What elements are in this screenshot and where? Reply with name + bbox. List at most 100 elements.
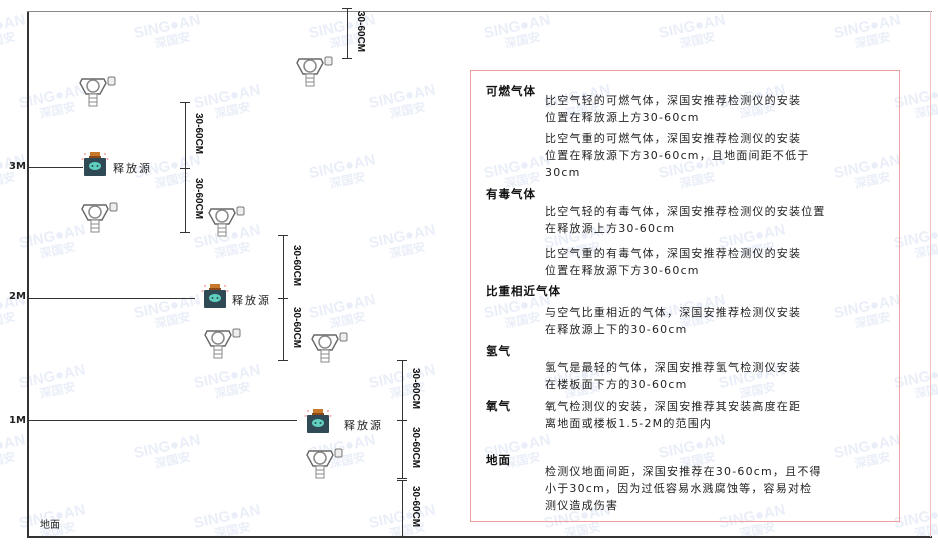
dimension-line (283, 235, 284, 298)
dimension-tick (342, 8, 352, 9)
gas-detector-icon (207, 204, 249, 242)
release-source-label: 释放源 (113, 162, 152, 175)
legend-line: 位置在释放源下方30-60cm (545, 264, 700, 277)
legend-section-title: 地面 (486, 453, 511, 467)
legend-section-title: 可燃气体 (486, 84, 536, 98)
level-1m-line (27, 420, 297, 421)
dimension-tick (180, 232, 190, 233)
dimension-line (283, 298, 284, 360)
dimension-tick (342, 58, 352, 59)
dimension-label: 30-60CM (193, 178, 204, 220)
legend-paragraph: 比空气轻的可燃气体，深国安推荐检测仪的安装 位置在释放源上方30-60cm (545, 92, 801, 126)
gas-detector-icon (80, 200, 122, 238)
level-3m-line (27, 167, 83, 168)
release-source-label: 释放源 (344, 419, 383, 432)
dimension-line (402, 480, 403, 536)
legend-paragraph: 比空气重的有毒气体，深国安推荐检测仪的安装 位置在释放源下方30-60cm (545, 245, 801, 279)
legend-section-title: 有毒气体 (486, 187, 536, 201)
legend-paragraph: 氢气是最轻的气体，深国安推荐氢气检测仪安装 在楼板面下方的30-60cm (545, 359, 801, 393)
dimension-label: 30-60CM (410, 368, 421, 410)
dimension-tick (278, 235, 288, 236)
legend-paragraph: 比空气轻的有毒气体，深国安推荐检测仪的安装位置 在释放源上方30-60cm (545, 203, 826, 237)
gas-detector-icon (305, 446, 347, 484)
dimension-label: 30-60CM (193, 113, 204, 155)
legend-section-title: 氢气 (486, 344, 511, 358)
legend-line: 检测仪地面间距，深国安推荐在30-60cm，且不得 (545, 465, 822, 478)
legend-line: 与空气比重相近的气体，深国安推荐检测仪安装 (545, 306, 802, 319)
dimension-line (185, 168, 186, 232)
dimension-tick (397, 478, 407, 479)
frame-floor (27, 536, 932, 538)
legend-line: 测仪造成伤害 (545, 499, 619, 512)
dimension-tick (180, 102, 190, 103)
legend-line: 在释放源上方30-60cm (545, 222, 676, 235)
legend-paragraph: 检测仪地面间距，深国安推荐在30-60cm，且不得 小于30cm，因为过低容易水溅… (545, 463, 822, 514)
gas-detector-icon (78, 74, 120, 112)
dimension-label: 30-60CM (410, 486, 421, 528)
dimension-label: 30-60CM (410, 427, 421, 469)
level-2m-line (27, 298, 195, 299)
frame-right-wall (930, 11, 931, 537)
dimension-tick (397, 480, 407, 481)
legend-line: 比空气重的可燃气体，深国安推荐检测仪的安装 (545, 132, 802, 145)
gas-detector-icon (295, 54, 337, 92)
legend-section-title: 比重相近气体 (486, 284, 561, 298)
level-1m-label: 1M (9, 415, 26, 426)
legend-paragraph: 与空气比重相近的气体，深国安推荐检测仪安装 在释放源上下的30-60cm (545, 304, 801, 338)
gas-detector-icon (310, 330, 352, 368)
dimension-tick (397, 536, 407, 537)
legend-line: 氢气是最轻的气体，深国安推荐氢气检测仪安装 (545, 361, 802, 374)
dimension-tick (180, 168, 190, 169)
legend-line: 30cm (545, 166, 581, 179)
legend-line: 在释放源上下的30-60cm (545, 323, 688, 336)
dimension-line (402, 360, 403, 420)
legend-paragraph: 比空气重的可燃气体，深国安推荐检测仪的安装 位置在释放源下方30-60cm，且地面… (545, 130, 810, 181)
release-source-icon (304, 408, 332, 438)
dimension-label: 30-60CM (291, 244, 302, 286)
release-source-icon (201, 283, 229, 313)
dimension-tick (278, 360, 288, 361)
legend-section-title: 氧气 (486, 399, 511, 413)
dimension-label: 30-60CM (355, 11, 366, 53)
dimension-line (402, 420, 403, 478)
legend-line: 比空气重的有毒气体，深国安推荐检测仪的安装 (545, 247, 802, 260)
release-source-icon (81, 151, 109, 181)
release-source-label: 释放源 (232, 294, 271, 307)
legend-line: 在楼板面下方的30-60cm (545, 378, 688, 391)
dimension-label: 30-60CM (291, 307, 302, 349)
dimension-tick (397, 360, 407, 361)
level-3m-label: 3M (9, 161, 26, 172)
dimension-line (347, 8, 348, 58)
legend-line: 氧气检测仪的安装，深国安推荐其安装高度在距 (545, 400, 802, 413)
dimension-tick (397, 420, 407, 421)
legend-box (470, 70, 900, 522)
frame-left-wall (27, 11, 29, 537)
legend-line: 比空气轻的可燃气体，深国安推荐检测仪的安装 (545, 94, 802, 107)
frame-ceiling (27, 11, 932, 12)
legend-line: 比空气轻的有毒气体，深国安推荐检测仪的安装位置 (545, 205, 826, 218)
legend-line: 小于30cm，因为过低容易水溅腐蚀等，容易对检 (545, 482, 813, 495)
legend-paragraph: 氧气检测仪的安装，深国安推荐其安装高度在距 离地面或楼板1.5-2M的范围内 (545, 398, 801, 432)
level-2m-label: 2M (9, 291, 26, 302)
ground-label: 地面 (40, 520, 60, 531)
legend-line: 位置在释放源下方30-60cm，且地面间距不低于 (545, 149, 810, 162)
legend-line: 离地面或楼板1.5-2M的范围内 (545, 417, 713, 430)
